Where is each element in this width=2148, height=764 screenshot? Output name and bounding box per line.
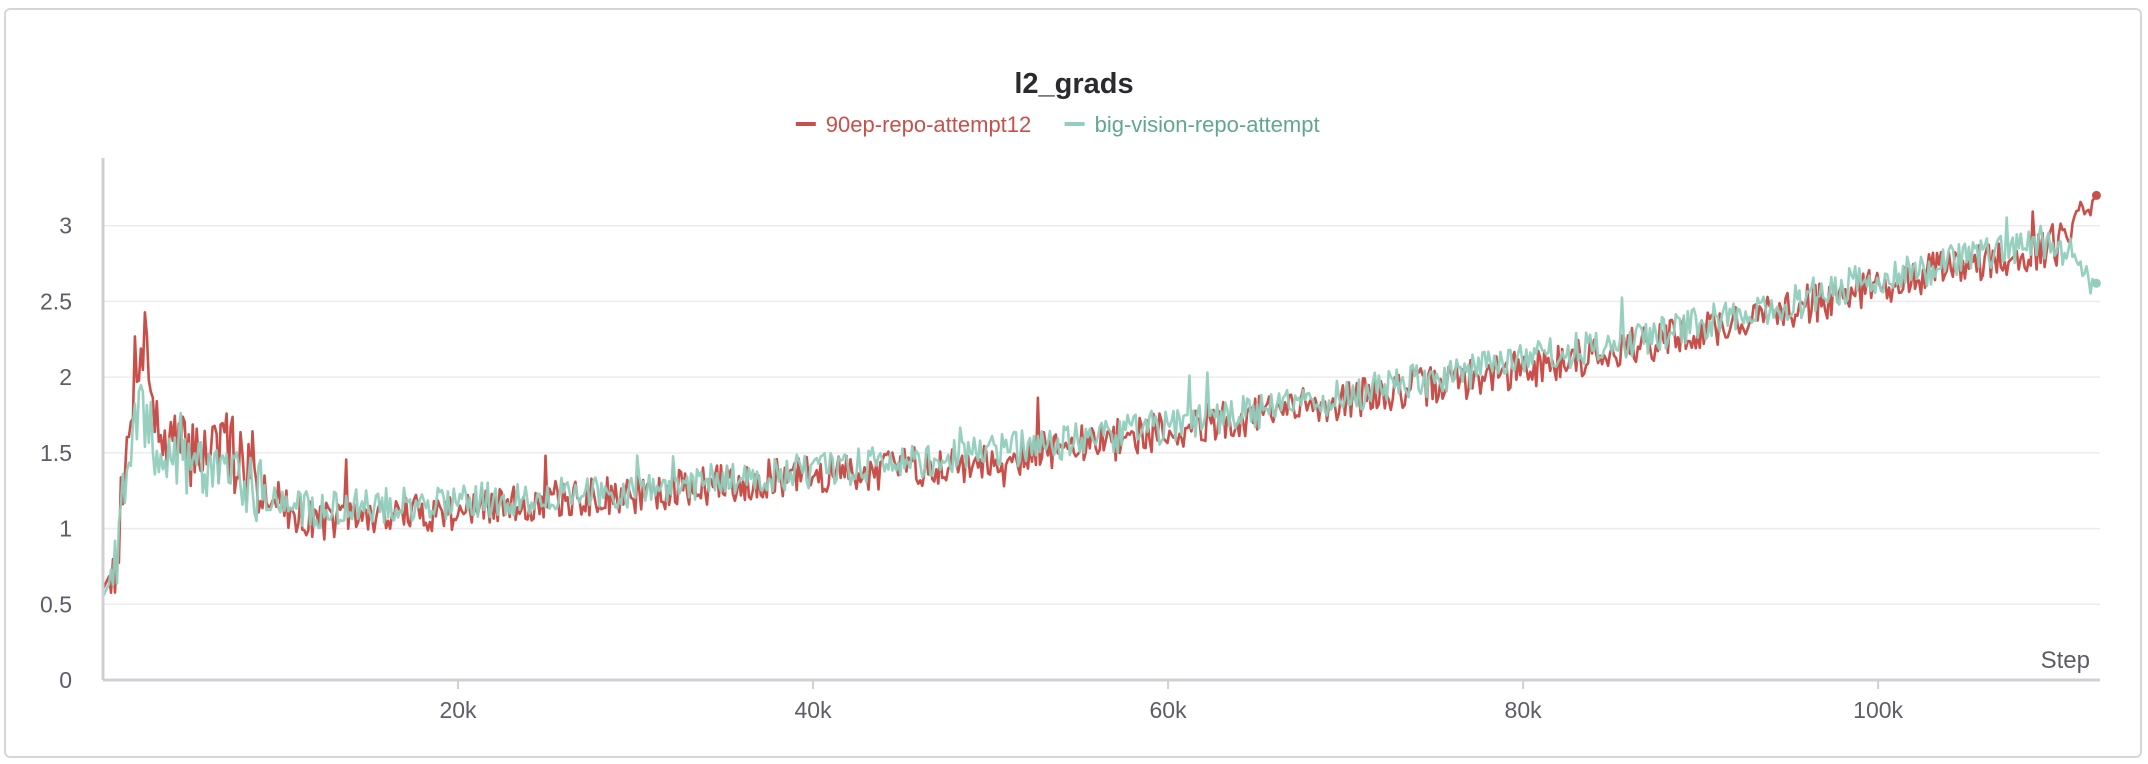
y-tick-label-3: 1.5 (40, 440, 72, 466)
series-end-point-0 (2091, 190, 2101, 200)
series-end-point-1 (2091, 278, 2101, 288)
legend[interactable]: 90ep-repo-attempt12 big-vision-repo-attem… (795, 112, 1320, 137)
chart-title: l2_grads (1014, 68, 1133, 100)
legend-label-1[interactable]: big-vision-repo-attempt (1095, 112, 1320, 137)
y-tick-label-5: 2.5 (40, 288, 72, 314)
x-tick-label-0: 20k (439, 697, 477, 723)
grid-lines (103, 224, 2100, 606)
x-axis-title: Step (2041, 647, 2090, 674)
y-tick-label-2: 1 (59, 516, 72, 542)
x-tick-label-2: 60k (1150, 697, 1188, 723)
series-line-0 (101, 194, 2098, 594)
x-tick-label-1: 40k (794, 697, 832, 723)
legend-label-0[interactable]: 90ep-repo-attempt12 (826, 112, 1031, 137)
series-line-1 (101, 216, 2098, 598)
x-tick-label-3: 80k (1505, 697, 1543, 723)
axes (101, 158, 2100, 682)
x-axis-ticks: 20k 40k 60k 80k 100k (439, 680, 1904, 723)
y-tick-label-0: 0 (59, 667, 72, 693)
y-tick-label-6: 3 (59, 213, 72, 239)
y-tick-label-1: 0.5 (40, 591, 72, 617)
series-lines (101, 190, 2101, 598)
y-axis-ticks: 0 0.5 1 1.5 2 2.5 3 (40, 213, 72, 693)
y-tick-label-4: 2 (59, 364, 72, 390)
chart-panel (4, 8, 2142, 758)
x-tick-label-4: 100k (1853, 697, 1903, 723)
